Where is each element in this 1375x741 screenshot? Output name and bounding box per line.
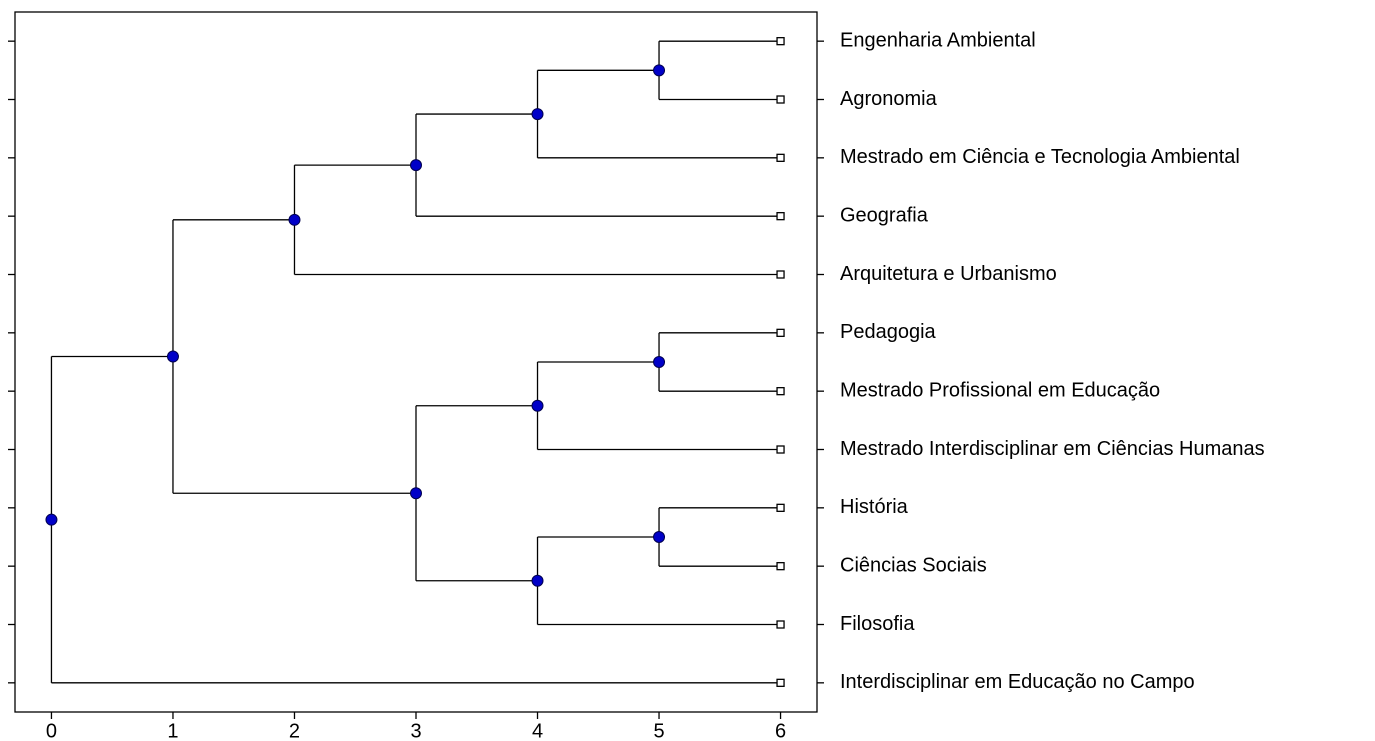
node-marker [653,356,666,368]
x-tick-label: 3 [410,720,421,741]
node-marker [531,399,544,412]
node-marker [653,64,666,77]
node-marker [531,108,544,121]
leaf-marker [776,562,785,571]
leaf-marker [776,37,785,46]
node-marker [410,487,422,500]
node-marker [653,531,666,543]
leaf-label: Engenharia Ambiental [840,29,1036,51]
leaf-marker [776,328,785,337]
leaf-label: História [840,496,909,518]
leaf-label: Mestrado Interdisciplinar em Ciências Hu… [840,438,1265,460]
leaf-marker [776,445,785,454]
leaf-label: Ciências Sociais [840,554,987,576]
x-tick-label: 6 [775,720,786,741]
leaf-label: Filosofia [840,613,915,635]
x-tick-label: 4 [532,720,543,741]
leaf-marker [776,620,785,629]
x-tick-label: 2 [289,720,300,741]
leaf-label: Interdisciplinar em Educação no Campo [840,671,1195,693]
leaf-marker [776,678,785,687]
leaf-marker [776,387,785,396]
leaf-marker [776,503,785,512]
node-marker [45,513,58,526]
x-tick-label: 1 [167,720,178,741]
leaf-marker [776,153,785,162]
leaf-marker [776,212,785,221]
leaf-marker [776,270,785,279]
leaf-label: Pedagogia [840,321,937,343]
leaf-label: Agronomia [840,88,938,110]
node-marker [288,213,301,226]
node-marker [531,574,544,587]
leaf-marker [776,95,785,104]
node-marker [166,350,179,363]
node-marker [410,159,422,172]
leaf-label: Arquitetura e Urbanismo [840,263,1057,285]
leaf-label: Geografia [840,204,929,226]
x-tick-label: 5 [653,720,664,741]
leaf-label: Mestrado Profissional em Educação [840,379,1160,401]
leaf-label: Mestrado em Ciência e Tecnologia Ambient… [840,146,1240,168]
x-tick-label: 0 [46,720,57,741]
